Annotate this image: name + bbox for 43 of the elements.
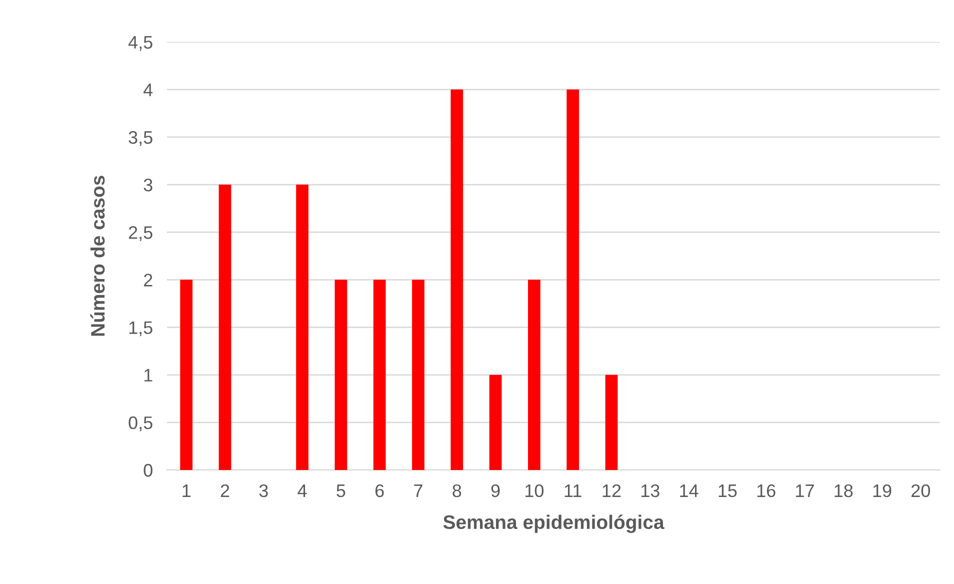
bar — [334, 280, 348, 470]
bar — [489, 374, 502, 470]
x-tick-label: 10 — [526, 484, 544, 498]
bar — [605, 374, 618, 470]
bar — [566, 90, 580, 470]
x-tick-label: 7 — [414, 484, 422, 497]
x-tick-label: 12 — [602, 484, 621, 497]
y-tick-label: 2 — [144, 274, 152, 286]
x-tick-label: 15 — [718, 484, 737, 498]
y-tick-label: 4 — [143, 84, 153, 96]
bar — [218, 184, 232, 470]
x-axis-title: Semana epidemiológica — [443, 514, 664, 533]
x-tick-label: 13 — [641, 484, 660, 498]
x-tick-label: 6 — [375, 484, 384, 498]
x-tick-label: 16 — [757, 484, 776, 498]
x-tick-label: 20 — [912, 484, 930, 498]
x-tick-label: 19 — [873, 484, 892, 498]
bar — [528, 280, 540, 470]
x-tick-label: 4 — [298, 484, 307, 497]
x-tick-label: 1 — [182, 484, 190, 497]
bar — [180, 280, 193, 470]
x-tick-label: 9 — [491, 484, 500, 498]
y-axis-title: Número de casos — [90, 176, 105, 336]
x-tick-label: 18 — [834, 484, 853, 498]
x-tick-label: 8 — [452, 484, 462, 498]
bar — [296, 184, 308, 470]
x-tick-label: 2 — [220, 484, 230, 497]
x-tick-label: 11 — [564, 484, 582, 497]
x-tick-label: 5 — [336, 484, 346, 498]
bar — [373, 280, 386, 470]
y-tick-label: 4,5 — [128, 36, 152, 51]
x-tick-label: 14 — [680, 484, 698, 497]
bar — [450, 90, 464, 470]
y-tick-label: 3,5 — [128, 131, 152, 146]
y-tick-label: 1,5 — [129, 321, 152, 336]
x-tick-label: 3 — [259, 484, 268, 498]
bar — [412, 280, 424, 470]
y-tick-label: 0 — [144, 464, 152, 477]
x-tick-label: 17 — [796, 484, 814, 497]
y-tick-label: 1 — [144, 369, 152, 382]
y-tick-label: 2,5 — [128, 226, 152, 242]
y-tick-label: 3 — [144, 178, 152, 192]
y-tick-label: 0,5 — [128, 416, 152, 432]
